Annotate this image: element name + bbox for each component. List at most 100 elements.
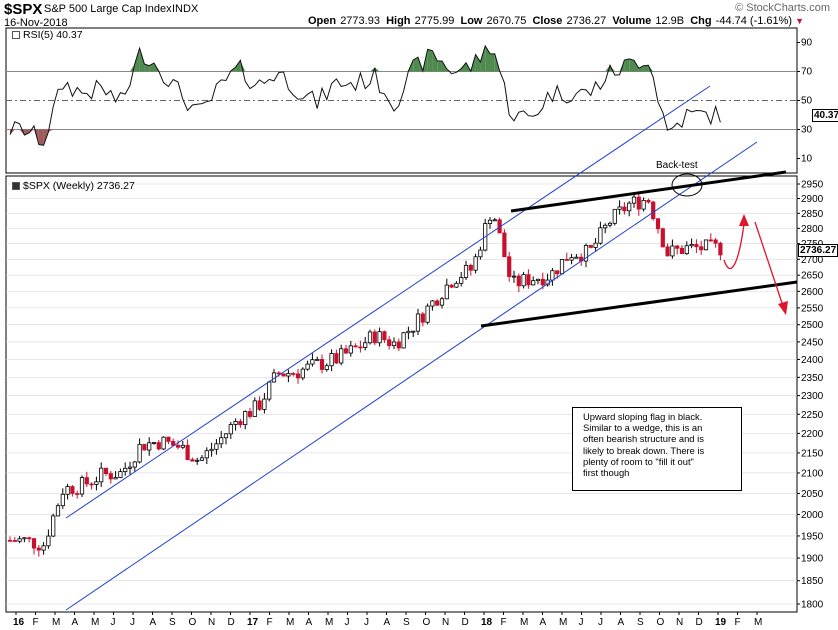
price-tick-label: 2850 <box>801 209 824 220</box>
candle-body <box>363 342 368 348</box>
x-tick-label: J <box>598 617 603 628</box>
candle-body <box>612 208 617 224</box>
candle-body <box>377 331 382 344</box>
candle-body <box>348 345 353 354</box>
candle-body <box>132 461 137 468</box>
candle-body <box>324 365 329 370</box>
candle-body <box>535 278 541 282</box>
price-tick-label: 2450 <box>801 337 824 348</box>
candle-body <box>319 359 325 370</box>
note-line: Similar to a wedge, this is an <box>583 422 703 434</box>
candle-body <box>459 277 464 284</box>
candle-body <box>703 239 709 251</box>
candle-body <box>631 196 637 204</box>
candle-body <box>276 372 281 375</box>
candle-body <box>142 443 147 451</box>
candle-body <box>291 373 296 375</box>
candle-body <box>55 505 61 517</box>
candle-body <box>396 341 401 349</box>
candle-body <box>559 259 565 275</box>
rsi-axis: 90 70 50 30 10 <box>797 38 813 165</box>
candle-body <box>598 227 603 244</box>
candle-body <box>185 444 190 461</box>
volume-value: 12.9B <box>655 15 685 27</box>
price-tick-label: 1850 <box>801 576 824 587</box>
candle-body <box>127 466 133 469</box>
rsi-overbought-fill <box>139 48 145 72</box>
candle-body <box>199 457 205 461</box>
x-axis: 16 F M A M J J A S O N D 17 F M A M J J A S O N D 18 F M A M J J A S O N D 1… <box>13 612 762 628</box>
candle-body <box>339 348 344 364</box>
price-tick-label: 2700 <box>801 255 824 266</box>
candle-body <box>219 437 224 445</box>
x-tick-label: M <box>325 617 333 628</box>
price-last-value: 2736.27 <box>798 244 838 257</box>
x-tick-label: A <box>618 617 625 628</box>
candle-body <box>343 348 349 354</box>
x-tick-label: O <box>189 617 197 628</box>
rsi-tick-label: 30 <box>801 125 813 136</box>
x-tick-label: 16 <box>13 617 25 628</box>
rsi-overbought-fill <box>134 48 140 72</box>
candle-body <box>99 467 104 483</box>
candle-body <box>694 244 699 248</box>
x-tick-label: D <box>228 617 235 628</box>
x-tick-label: 19 <box>715 617 727 628</box>
price-tick-label: 1900 <box>801 554 824 565</box>
candle-body <box>660 228 665 248</box>
candle-body <box>36 547 41 551</box>
candle-body <box>641 199 646 210</box>
candle-body <box>281 373 286 377</box>
x-tick-label: J <box>364 617 369 628</box>
candle-body <box>439 298 445 306</box>
x-tick-label: 18 <box>481 617 493 628</box>
flag-upper-line <box>510 170 787 213</box>
rsi-overbought-fill <box>226 70 231 72</box>
rsi-overbought-fill <box>480 45 486 72</box>
rsi-tick-label: 70 <box>801 67 813 78</box>
x-tick-label: S <box>169 617 176 628</box>
candle-body <box>655 218 661 230</box>
price-tick-label: 2300 <box>801 391 824 402</box>
close-label: Close <box>532 15 563 27</box>
candle-body <box>689 244 694 247</box>
candle-body <box>286 373 291 377</box>
low-value: 2670.75 <box>486 15 527 27</box>
candle-body <box>406 330 411 334</box>
candle-body <box>622 206 627 212</box>
breakdown-arrow-head <box>778 301 788 315</box>
candle-body <box>75 493 80 495</box>
candle-body <box>7 539 13 542</box>
candle-body <box>564 259 569 261</box>
candle-body <box>540 278 545 286</box>
candle-body <box>473 256 478 271</box>
x-tick-label: D <box>696 617 703 628</box>
chg-label: Chg <box>690 15 712 27</box>
price-tick-label: 2900 <box>801 194 824 205</box>
price-label: $SPX (Weekly) 2736.27 <box>12 180 135 192</box>
candle-body <box>103 467 109 475</box>
rsi-overbought-fill <box>648 65 654 72</box>
candle-body <box>233 421 238 425</box>
x-tick-label: 17 <box>247 617 259 628</box>
x-tick-label: J <box>111 617 116 628</box>
rsi-label: RSI(5) 40.37 <box>12 29 83 41</box>
rsi-overbought-fill <box>240 60 246 72</box>
price-tick-label: 1800 <box>801 600 824 611</box>
brand-watermark[interactable]: © StockCharts.com <box>735 2 830 14</box>
price-grid <box>6 183 797 605</box>
candle-body <box>27 537 32 540</box>
open-value: 2773.93 <box>340 15 380 27</box>
x-tick-label: O <box>657 617 665 628</box>
candle-body <box>300 368 305 379</box>
rsi-last-value: 40.37 <box>812 109 838 122</box>
candle-body <box>583 245 589 262</box>
rsi-oversold-fill <box>48 129 54 132</box>
candle-body <box>156 442 161 450</box>
candle-body <box>65 486 70 495</box>
candle-body <box>502 232 507 258</box>
candle-body <box>257 400 262 410</box>
candle-body <box>425 305 430 323</box>
chart-date: 16-Nov-2018 <box>4 17 68 29</box>
